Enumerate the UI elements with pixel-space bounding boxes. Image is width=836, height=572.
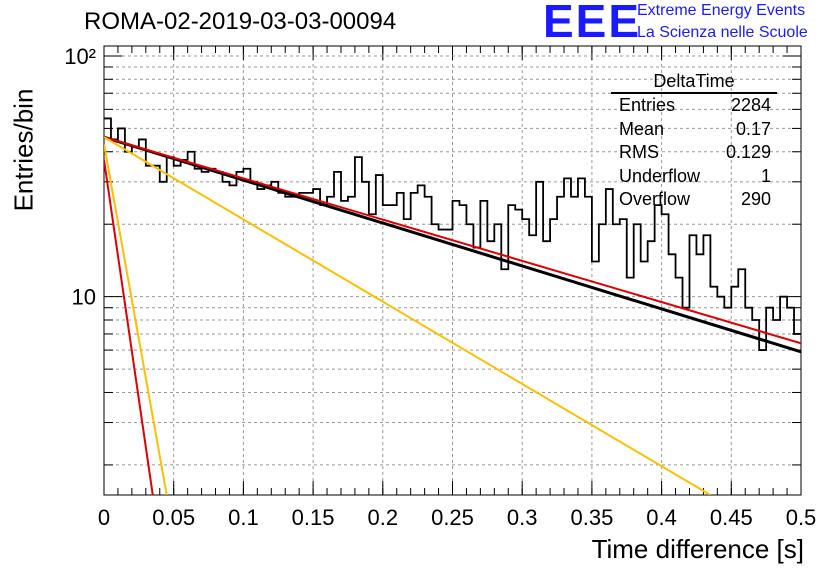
fit-curve-2 bbox=[104, 136, 801, 345]
x-tick-label: 0.4 bbox=[646, 505, 677, 530]
stats-row: Entries 2284 bbox=[611, 94, 777, 118]
stats-value: 2284 bbox=[730, 95, 771, 115]
stats-row: Overflow 290 bbox=[611, 188, 777, 212]
stats-value: 1 bbox=[760, 165, 771, 186]
stats-header: DeltaTime bbox=[611, 70, 777, 94]
fit-curve-4 bbox=[104, 159, 154, 495]
x-axis-label: Time difference [s] bbox=[591, 534, 804, 564]
stats-value: 0.129 bbox=[725, 142, 771, 162]
fit-curve-5 bbox=[104, 144, 168, 495]
stats-rows: Entries 2284 Mean 0.17 RMS 0.129 Underflow 1 Ove… bbox=[611, 94, 777, 212]
x-tick-label: 0.1 bbox=[228, 505, 259, 530]
x-tick-label: 0.35 bbox=[570, 505, 613, 530]
x-tick-label: 0.3 bbox=[507, 505, 538, 530]
x-tick-label: 0.45 bbox=[710, 505, 753, 530]
stats-row: Underflow 1 bbox=[611, 165, 777, 189]
stats-label: Entries bbox=[619, 95, 676, 115]
x-tick-label: 0.15 bbox=[292, 505, 335, 530]
stats-label: Mean bbox=[619, 118, 665, 139]
fit-curve-1 bbox=[104, 135, 801, 354]
stats-box: DeltaTime Entries 2284 Mean 0.17 RMS 0.129 Und… bbox=[611, 70, 777, 212]
y-tick-label: 10 bbox=[72, 285, 96, 310]
stats-value: 0.17 bbox=[735, 118, 771, 139]
logo-line-1: Extreme Energy Events bbox=[637, 2, 806, 19]
logo-line-2: La Scienza nelle Scuole bbox=[637, 24, 808, 41]
stats-label: RMS bbox=[619, 142, 659, 162]
stats-row: Mean 0.17 bbox=[611, 118, 777, 142]
x-tick-label: 0 bbox=[98, 505, 110, 530]
eee-logo: EEE bbox=[543, 0, 642, 47]
stats-value: 290 bbox=[740, 189, 771, 209]
x-tick-label: 0.5 bbox=[786, 505, 817, 530]
plot-title: ROMA-02-2019-03-03-00094 bbox=[84, 8, 397, 35]
y-tick-label: 10² bbox=[64, 44, 96, 69]
stats-row: RMS 0.129 bbox=[611, 141, 777, 165]
x-tick-label: 0.05 bbox=[152, 505, 195, 530]
stats-label: Overflow bbox=[619, 189, 691, 209]
x-tick-label: 0.2 bbox=[368, 505, 399, 530]
fit-curve-3 bbox=[104, 136, 711, 495]
x-tick-label: 0.25 bbox=[431, 505, 474, 530]
stats-label: Underflow bbox=[619, 165, 701, 186]
